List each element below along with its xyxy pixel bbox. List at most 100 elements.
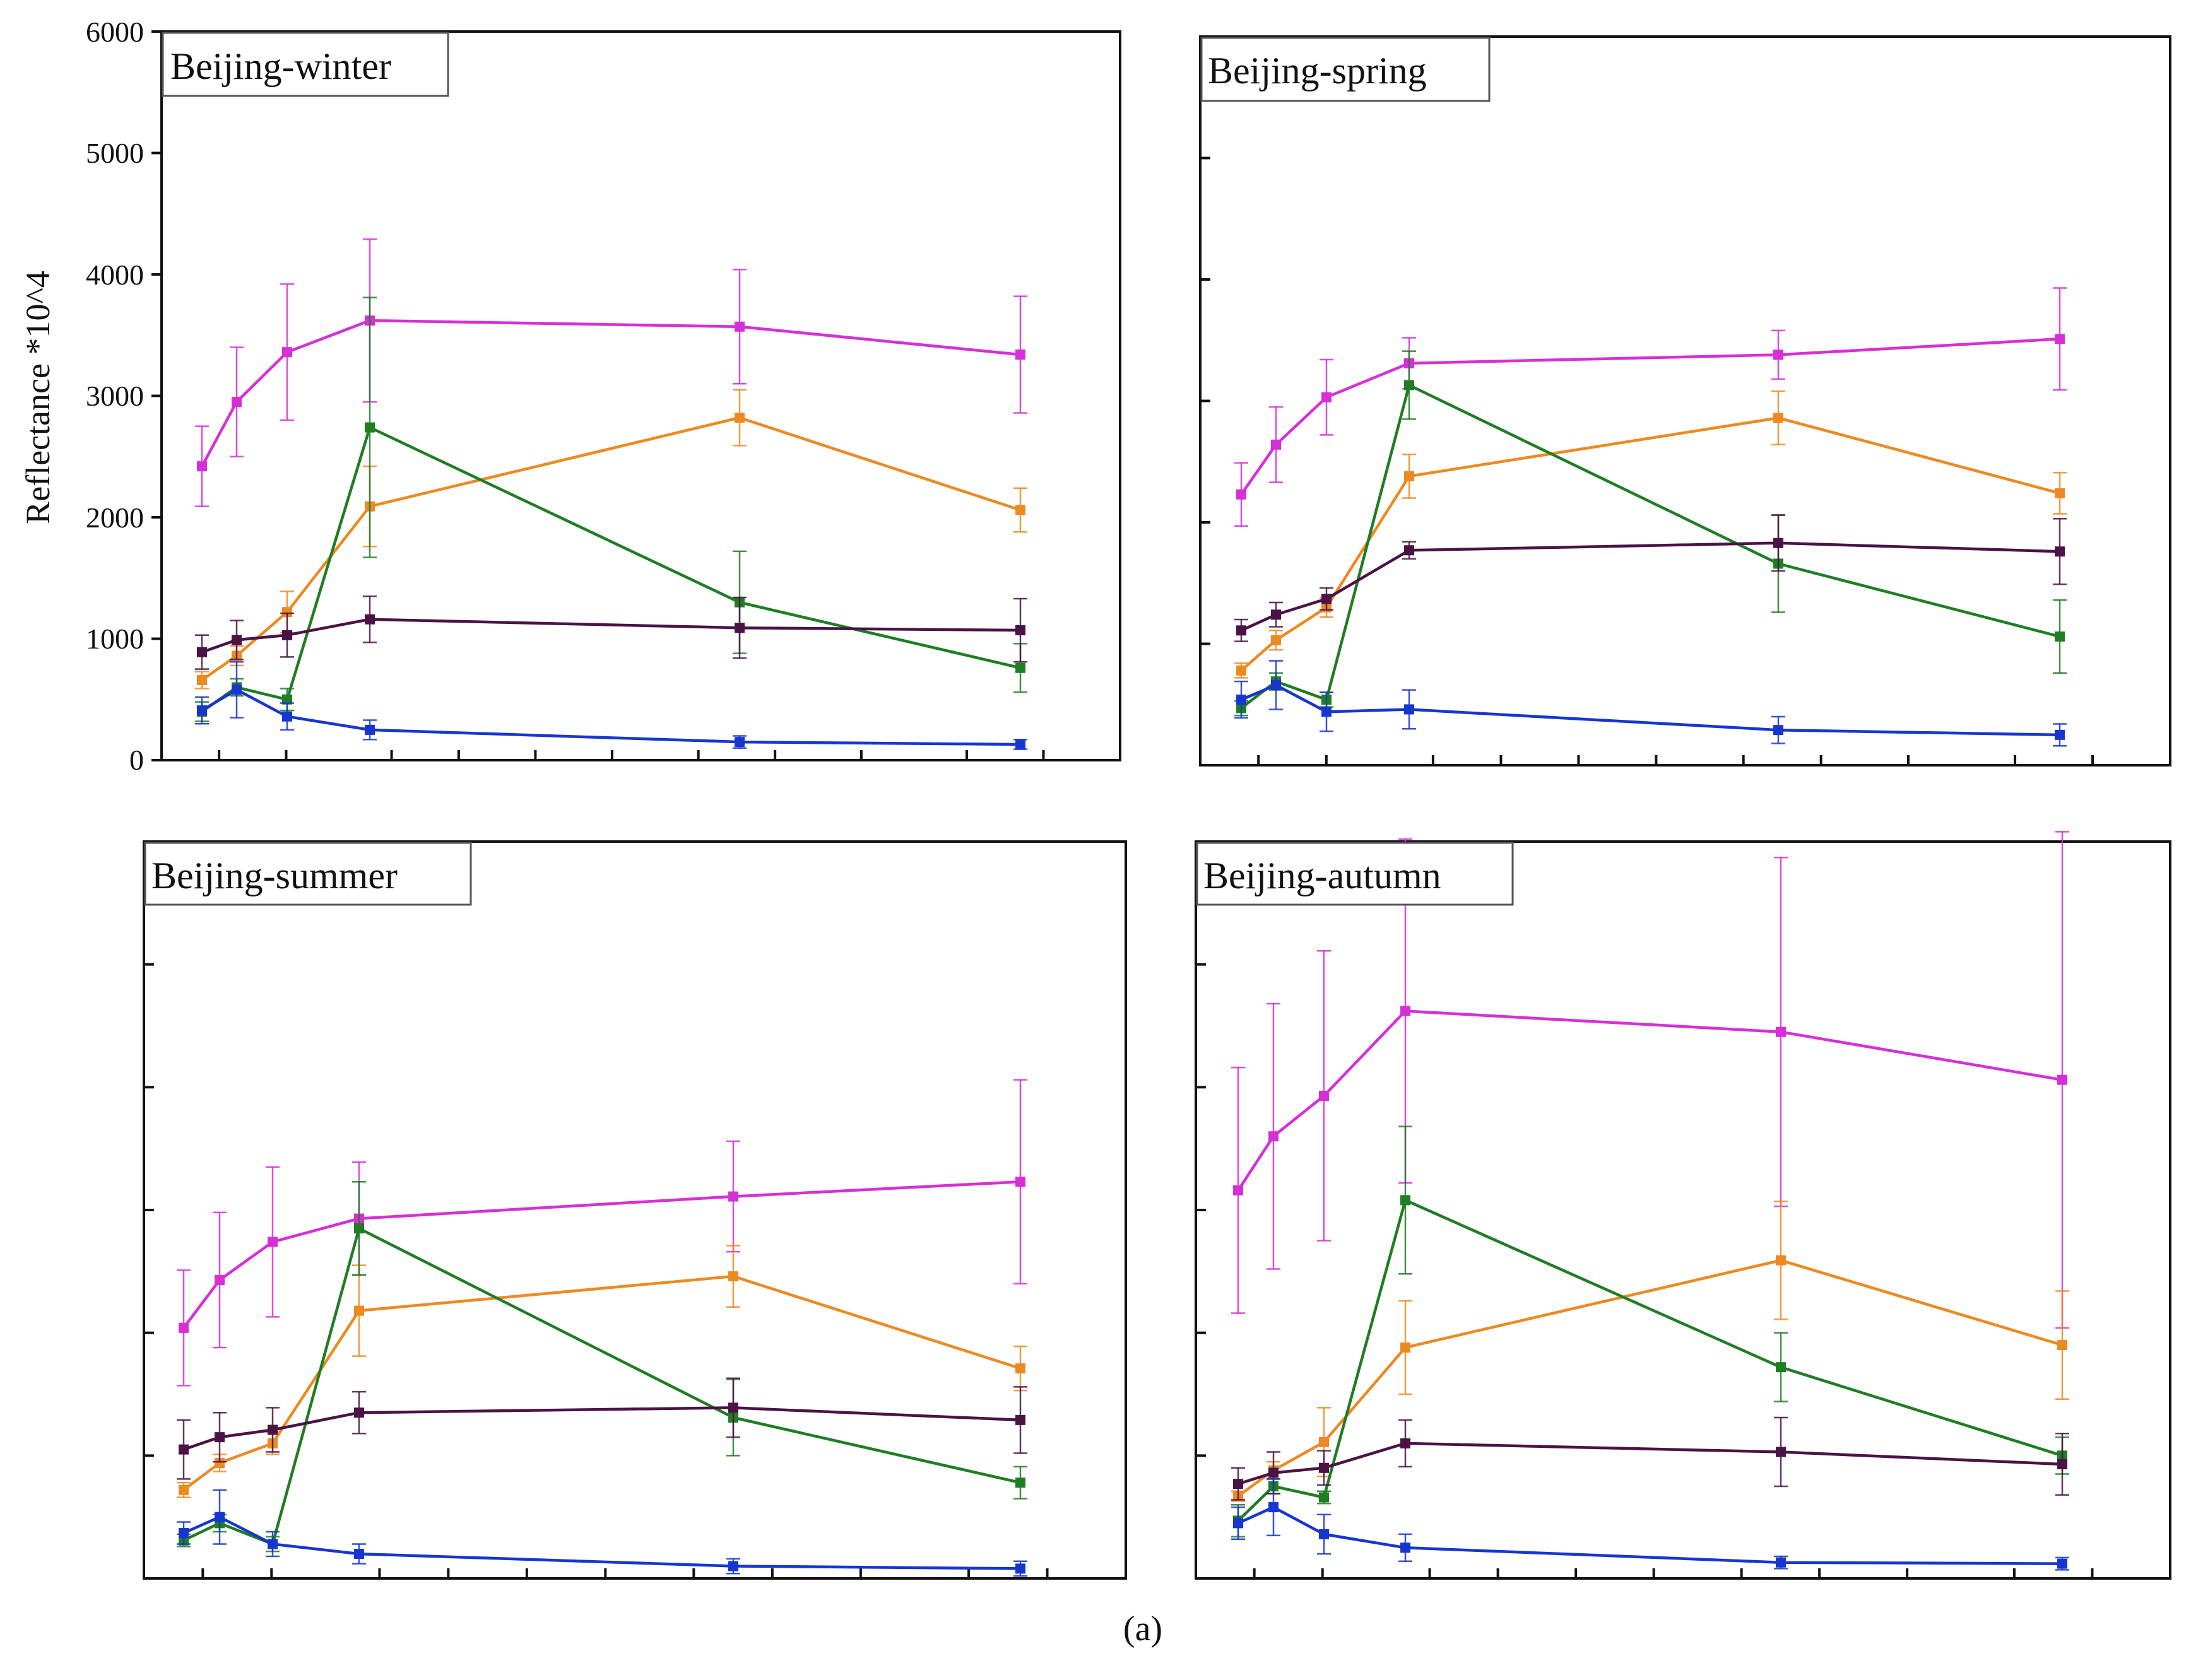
- series-line: [1241, 541, 2060, 632]
- series-line: [182, 1274, 1021, 1491]
- data-point: [1404, 704, 1414, 715]
- panel-beijing-winter: 0 1000 2000 3000 4000 5000 6000 Beijing-…: [86, 16, 1121, 776]
- axis-ticks: [151, 30, 1045, 761]
- panel-beijing-summer: Beijing-summer: [143, 840, 1127, 1580]
- data-point: [1233, 1479, 1243, 1489]
- data-point: [282, 694, 292, 705]
- data-point: [1271, 439, 1281, 450]
- y-axis-label: Reflectance *10^4: [19, 271, 57, 524]
- series-orange: [195, 389, 1027, 690]
- data-point: [1776, 1557, 1786, 1568]
- data-point: [365, 724, 375, 735]
- data-point: [1319, 1529, 1329, 1539]
- series-line: [1240, 338, 2060, 495]
- data-point: [728, 1561, 738, 1571]
- y-tick-label: 4000: [86, 259, 144, 291]
- data-point: [1015, 625, 1025, 636]
- data-point: [728, 1271, 738, 1282]
- data-point: [179, 1444, 189, 1455]
- data-point: [197, 461, 207, 472]
- plot-frame: [160, 30, 1121, 761]
- series-layer: [195, 238, 1027, 750]
- data-point: [2057, 1558, 2067, 1569]
- data-point: [2057, 1459, 2067, 1469]
- series-line: [1241, 683, 2060, 737]
- data-point: [215, 1274, 225, 1285]
- series-blue: [195, 661, 1027, 750]
- y-tick-label: 5000: [86, 137, 144, 169]
- figure-caption: (a): [1123, 1609, 1162, 1648]
- plot-frame: [1195, 840, 2171, 1580]
- series-line: [1237, 1199, 2063, 1522]
- panel-title-box: [1200, 37, 1491, 102]
- data-point: [197, 674, 207, 685]
- series-line: [1237, 1259, 2063, 1498]
- panel-title: Beijing-autumn: [1203, 855, 1441, 896]
- data-point: [1015, 505, 1025, 515]
- series-line: [1237, 1442, 2063, 1486]
- series-layer: [1231, 831, 2069, 1571]
- data-point: [232, 684, 242, 695]
- data-point: [1236, 695, 1246, 705]
- data-point: [2057, 1340, 2067, 1351]
- plot-frame: [143, 840, 1127, 1580]
- data-point: [282, 607, 292, 618]
- series-purple: [195, 595, 1027, 670]
- data-point: [1319, 1436, 1329, 1447]
- data-point: [1321, 594, 1332, 604]
- data-point: [354, 1223, 364, 1234]
- series-magenta: [195, 238, 1027, 507]
- series-magenta: [177, 1079, 1027, 1387]
- data-point: [232, 635, 242, 645]
- data-point: [1271, 635, 1281, 645]
- y-tick-labels: 0 1000 2000 3000 4000 5000 6000: [86, 16, 144, 776]
- data-point: [735, 737, 745, 748]
- data-point: [1015, 350, 1025, 360]
- series-green: [1234, 350, 2067, 717]
- series-blue: [1234, 660, 2067, 747]
- series-green: [177, 1180, 1027, 1553]
- data-point: [268, 1539, 278, 1549]
- data-point: [1776, 1026, 1786, 1037]
- series-orange: [1231, 1201, 2069, 1502]
- series-line: [1237, 1505, 2063, 1565]
- data-point: [1400, 1438, 1410, 1448]
- data-point: [365, 614, 375, 625]
- series-line: [201, 416, 1021, 681]
- data-point: [2055, 488, 2065, 498]
- data-point: [1321, 707, 1332, 717]
- series-line: [183, 1226, 1021, 1546]
- series-orange: [1234, 390, 2067, 679]
- data-point: [2055, 334, 2065, 344]
- data-point: [2055, 546, 2065, 557]
- series-purple: [1234, 514, 2067, 642]
- y-tick-label: 2000: [86, 502, 144, 534]
- data-point: [1015, 1177, 1025, 1187]
- data-point: [1015, 1563, 1025, 1574]
- panel-title-box: [162, 32, 449, 97]
- series-line: [201, 618, 1021, 654]
- series-magenta: [1234, 287, 2067, 527]
- data-point: [1271, 679, 1281, 690]
- y-tick-label: 0: [129, 744, 144, 776]
- data-point: [1015, 662, 1025, 673]
- panel-title-box: [1196, 842, 1514, 906]
- data-point: [728, 1402, 738, 1413]
- y-tick-label: 3000: [86, 380, 144, 412]
- series-line: [183, 1406, 1021, 1451]
- data-point: [215, 1432, 225, 1443]
- data-point: [1404, 471, 1414, 481]
- data-point: [1271, 609, 1281, 620]
- series-line: [183, 1515, 1021, 1570]
- series-green: [1231, 1125, 2069, 1538]
- data-point: [179, 1527, 189, 1538]
- data-point: [1773, 725, 1783, 736]
- data-point: [354, 1407, 364, 1418]
- data-point: [354, 1305, 364, 1316]
- series-line: [201, 688, 1021, 746]
- series-line: [201, 426, 1021, 713]
- data-point: [1404, 380, 1414, 391]
- series-line: [1240, 384, 2060, 710]
- data-point: [1773, 537, 1783, 548]
- data-point: [1015, 1363, 1025, 1374]
